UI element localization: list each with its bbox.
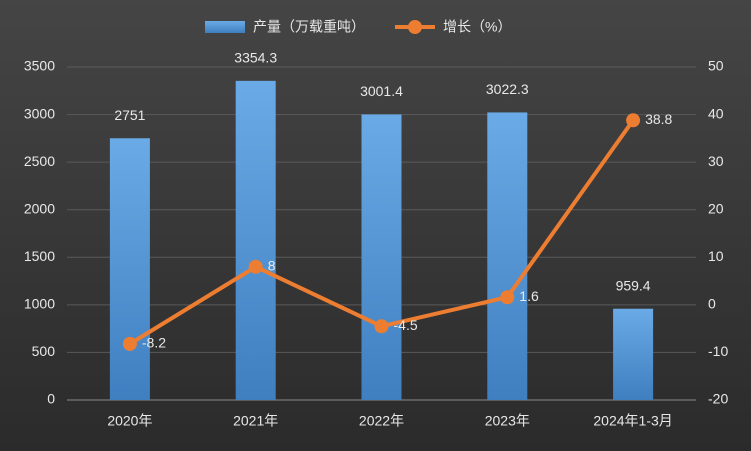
data-label: 8 — [268, 258, 276, 274]
data-label: 38.8 — [645, 111, 672, 127]
data-label: -8.2 — [142, 335, 166, 351]
y2-tick-label: 50 — [708, 58, 724, 74]
bar — [613, 308, 654, 400]
legend-swatch — [408, 20, 422, 34]
legend-label: 产量（万载重吨） — [253, 19, 365, 35]
bar — [235, 80, 276, 401]
data-label: 3001.4 — [360, 83, 403, 99]
y2-tick-label: 20 — [708, 200, 724, 216]
line-marker — [374, 319, 389, 334]
data-label: 3354.3 — [234, 50, 277, 66]
data-label: -4.5 — [394, 317, 418, 333]
x-tick-label: 2024年1-3月 — [593, 413, 672, 429]
y2-tick-label: 40 — [708, 105, 724, 121]
y-tick-label: 3000 — [24, 105, 55, 121]
line-marker — [500, 290, 515, 305]
y2-tick-label: 0 — [708, 296, 716, 312]
y2-tick-label: 30 — [708, 153, 724, 169]
y-tick-label: 2500 — [24, 153, 55, 169]
y2-tick-label: -10 — [708, 343, 728, 359]
data-label: 1.6 — [519, 288, 539, 304]
y2-tick-label: 10 — [708, 248, 724, 264]
legend-swatch — [205, 21, 245, 33]
bar — [487, 112, 528, 401]
legend-label: 增长（%） — [443, 19, 511, 35]
x-tick-label: 2020年 — [107, 413, 152, 429]
y-tick-label: 3500 — [24, 58, 55, 74]
line-marker — [122, 336, 137, 351]
bar — [109, 138, 150, 400]
data-label: 959.4 — [616, 277, 651, 293]
x-tick-label: 2022年 — [359, 413, 404, 429]
y2-tick-label: -20 — [708, 391, 728, 407]
y-tick-label: 500 — [32, 343, 56, 359]
y-tick-label: 0 — [47, 391, 55, 407]
x-tick-label: 2021年 — [233, 413, 278, 429]
y-tick-label: 1000 — [24, 296, 55, 312]
x-tick-label: 2023年 — [485, 413, 530, 429]
data-label: 3022.3 — [486, 81, 529, 97]
data-label: 2751 — [114, 107, 145, 123]
line-marker — [248, 259, 263, 274]
y-tick-label: 2000 — [24, 200, 55, 216]
line-marker — [626, 113, 641, 128]
y-tick-label: 1500 — [24, 248, 55, 264]
bar — [361, 114, 402, 400]
